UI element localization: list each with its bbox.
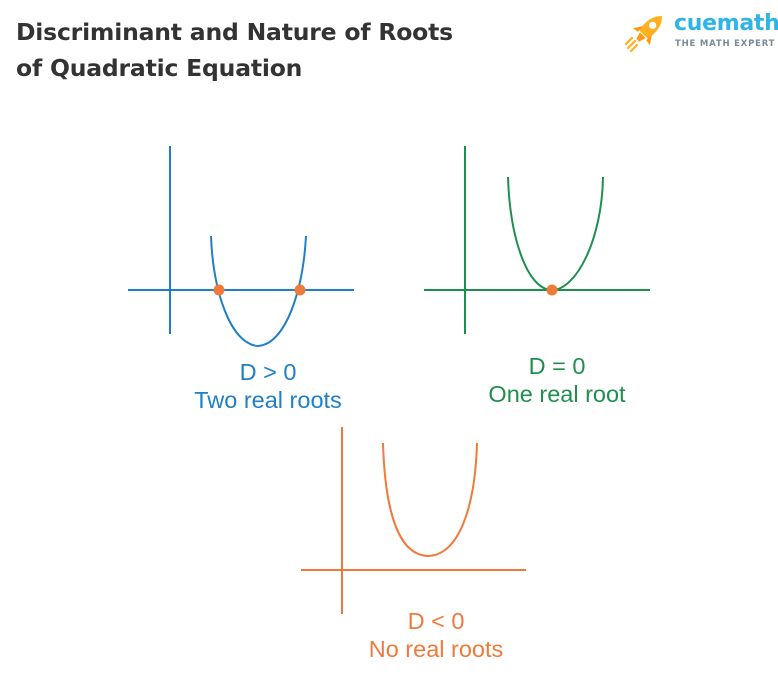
- condition-label: D > 0: [239, 359, 297, 385]
- case-label-two-roots: D > 0 Two real roots: [148, 358, 388, 414]
- parabola-curve: [382, 442, 478, 558]
- rocket-icon: [624, 16, 662, 53]
- title-line-1: Discriminant and Nature of Roots: [16, 18, 453, 46]
- root-point: [213, 284, 225, 296]
- graph-no-roots: [301, 427, 526, 614]
- brand-name: cuemath: [674, 11, 778, 36]
- graph-two-roots: [128, 146, 354, 348]
- root-point: [546, 284, 558, 296]
- title-line-2: of Quadratic Equation: [16, 54, 303, 82]
- condition-label: D = 0: [528, 353, 586, 379]
- graph-one-root: [424, 146, 650, 334]
- root-point: [294, 284, 306, 296]
- case-label-no-roots: D < 0 No real roots: [316, 607, 556, 663]
- description-label: No real roots: [368, 636, 504, 662]
- parabola-curve: [210, 235, 307, 348]
- case-label-one-root: D = 0 One real root: [437, 352, 677, 408]
- cuemath-logo: cuemath THE MATH EXPERT: [624, 8, 778, 56]
- page-title: Discriminant and Nature of Roots of Quad…: [16, 14, 453, 86]
- description-label: One real root: [488, 381, 626, 407]
- brand-tagline: THE MATH EXPERT: [675, 39, 776, 49]
- condition-label: D < 0: [407, 608, 465, 634]
- description-label: Two real roots: [194, 387, 342, 413]
- parabola-curve: [507, 176, 604, 292]
